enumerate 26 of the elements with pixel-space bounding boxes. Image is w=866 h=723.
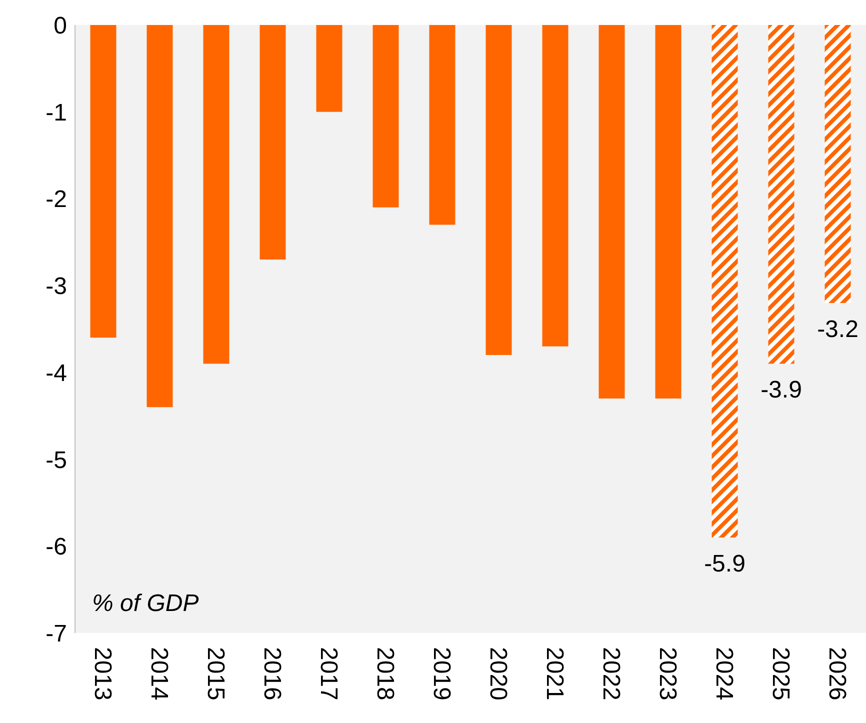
x-tick-label: 2019: [428, 647, 455, 700]
data-label: -3.9: [760, 376, 802, 404]
x-tick-label: 2013: [88, 647, 116, 700]
y-tick-label: -7: [46, 620, 67, 648]
x-tick-label: 2020: [484, 647, 512, 700]
data-label: -5.9: [704, 550, 746, 578]
y-tick-label: 0: [54, 12, 67, 40]
x-tick-label: 2023: [654, 647, 681, 700]
x-tick-label: 2015: [202, 647, 229, 700]
x-tick-label: 2016: [258, 647, 286, 700]
y-tick-label: -3: [46, 273, 67, 300]
x-tick-label: 2014: [145, 647, 172, 700]
y-tick-label: -4: [46, 360, 67, 387]
x-tick-label: 2021: [540, 647, 568, 700]
x-tick-label: 2022: [597, 647, 624, 700]
y-tick-label: -1: [46, 99, 67, 126]
x-tick-label: 2026: [823, 647, 850, 700]
data-label: -3.2: [817, 316, 858, 343]
x-tick-label: 2018: [371, 647, 398, 700]
annotation: % of GDP: [92, 590, 199, 618]
y-tick-label: -6: [46, 534, 67, 561]
y-tick-label: -5: [46, 446, 67, 474]
x-tick-label: 2025: [766, 647, 794, 700]
x-tick-label: 2024: [710, 647, 738, 700]
y-tick-label: -2: [46, 186, 67, 214]
x-tick-label: 2017: [314, 647, 342, 700]
